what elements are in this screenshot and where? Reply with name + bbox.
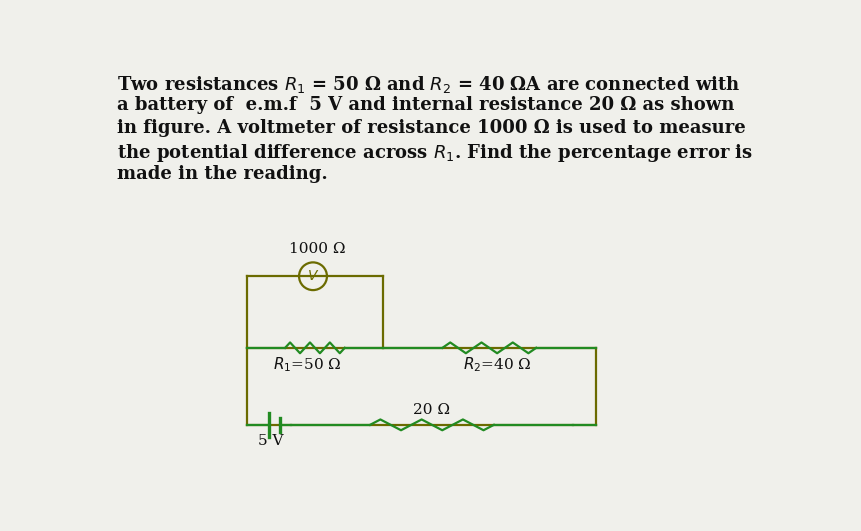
Text: 20 Ω: 20 Ω xyxy=(413,403,450,417)
Text: Two resistances $R_1$ = 50 Ω and $R_2$ = 40 ΩA are connected with: Two resistances $R_1$ = 50 Ω and $R_2$ =… xyxy=(117,74,740,95)
Text: a battery of  e.m.f  5 V and internal resistance 20 Ω as shown: a battery of e.m.f 5 V and internal resi… xyxy=(117,97,734,115)
Circle shape xyxy=(299,262,327,290)
Text: in figure. A voltmeter of resistance 1000 Ω is used to measure: in figure. A voltmeter of resistance 100… xyxy=(117,119,746,137)
Text: $V$: $V$ xyxy=(307,269,319,283)
Text: 5 V: 5 V xyxy=(257,434,283,448)
Text: 1000 Ω: 1000 Ω xyxy=(288,242,345,256)
Text: made in the reading.: made in the reading. xyxy=(117,165,328,183)
Text: $R_2$=40 Ω: $R_2$=40 Ω xyxy=(462,356,531,374)
Text: $R_1$=50 Ω: $R_1$=50 Ω xyxy=(273,356,342,374)
Text: the potential difference across $R_1$. Find the percentage error is: the potential difference across $R_1$. F… xyxy=(117,142,753,164)
